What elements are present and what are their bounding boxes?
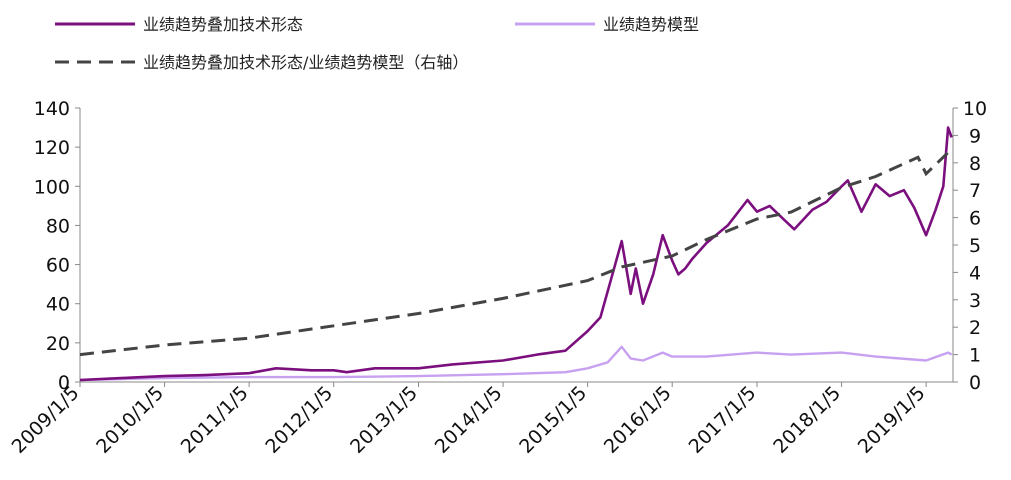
right-tick-label: 8 (969, 153, 981, 175)
right-tick-label: 10 (963, 98, 987, 120)
legend: 业绩趋势叠加技术形态 业绩趋势模型 业绩趋势叠加技术形态/业绩趋势模型（右轴） (55, 15, 699, 72)
x-tick-label: 2019/1/5 (854, 382, 930, 458)
x-tick-label: 2013/1/5 (346, 382, 422, 458)
right-tick-label: 4 (969, 262, 981, 284)
x-tick-label: 2010/1/5 (92, 382, 168, 458)
left-tick-label: 140 (34, 98, 70, 120)
right-tick-label: 1 (969, 345, 981, 367)
x-tick-label: 2018/1/5 (769, 382, 845, 458)
right-tick-label: 2 (969, 317, 981, 339)
legend-label-main: 业绩趋势叠加技术形态 (143, 15, 303, 34)
x-tick-label: 2011/1/5 (177, 382, 253, 458)
right-axis-ticks: 0 1 2 3 4 5 6 7 8 9 10 (953, 98, 987, 394)
right-tick-label: 3 (969, 290, 981, 312)
series-line-main (79, 126, 953, 382)
x-tick-label: 2015/1/5 (515, 382, 591, 458)
left-axis-ticks: 0 20 40 60 80 100 120 140 (34, 98, 80, 394)
series-layer (79, 126, 953, 382)
series-line-model (79, 345, 953, 382)
left-tick-label: 60 (46, 255, 70, 277)
legend-label-ratio: 业绩趋势叠加技术形态/业绩趋势模型（右轴） (143, 53, 468, 72)
x-tick-label: 2016/1/5 (600, 382, 676, 458)
left-tick-label: 0 (58, 372, 70, 394)
x-tick-label: 2017/1/5 (685, 382, 761, 458)
right-tick-label: 6 (969, 208, 981, 230)
left-tick-label: 80 (46, 215, 70, 237)
left-tick-label: 40 (46, 294, 70, 316)
right-tick-label: 9 (969, 125, 981, 147)
left-tick-label: 20 (46, 333, 70, 355)
x-tick-label: 2012/1/5 (261, 382, 337, 458)
right-tick-label: 0 (969, 372, 981, 394)
x-axis-ticks: 2009/1/5 2010/1/5 2011/1/5 2012/1/5 2013/1/5… (8, 382, 930, 458)
axes: 0 20 40 60 80 100 120 140 0 1 2 3 4 5 6 7 8 9 10 2009/1/5… (8, 98, 987, 458)
right-tick-label: 7 (969, 180, 981, 202)
series-line-ratio (79, 148, 953, 357)
x-tick-label: 2014/1/5 (431, 382, 507, 458)
left-tick-label: 100 (34, 176, 70, 198)
right-tick-label: 5 (969, 235, 981, 257)
legend-label-model: 业绩趋势模型 (603, 15, 699, 34)
x-tick-label: 2009/1/5 (8, 382, 84, 458)
left-tick-label: 120 (34, 137, 70, 159)
